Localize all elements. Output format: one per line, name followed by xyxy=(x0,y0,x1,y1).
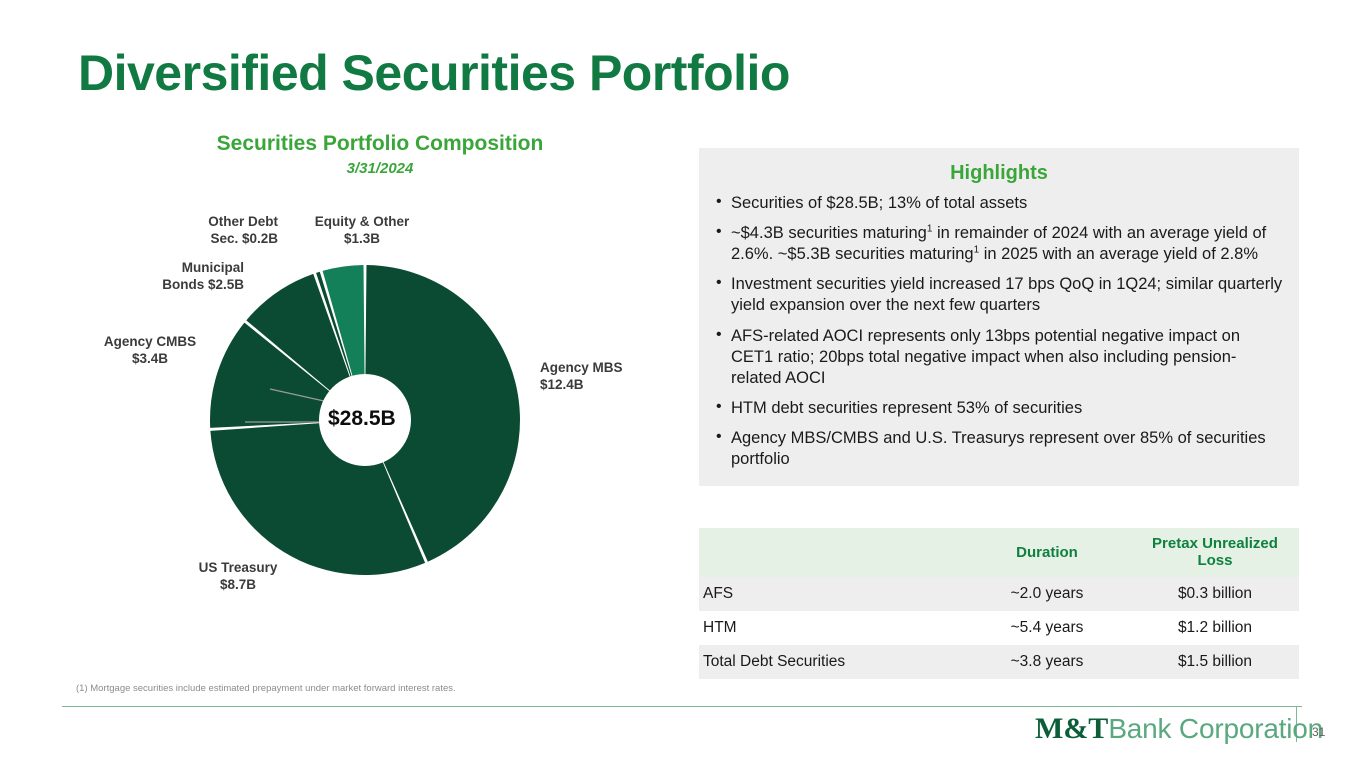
table-cell: ~3.8 years xyxy=(963,644,1131,679)
table-cell: AFS xyxy=(699,576,963,611)
highlight-bullet: AFS-related AOCI represents only 13bps p… xyxy=(713,325,1285,389)
table-cell: ~5.4 years xyxy=(963,610,1131,645)
callout-municipal-bonds: Municipal Bonds $2.5B xyxy=(162,260,244,292)
highlights-title: Highlights xyxy=(950,162,1048,184)
highlight-bullet: ~$4.3B securities maturing1 in remainder… xyxy=(713,222,1285,265)
callout-us-treasury: US Treasury $8.7B xyxy=(198,560,278,592)
highlight-bullet: Agency MBS/CMBS and U.S. Treasurys repre… xyxy=(713,427,1285,470)
table-row: Total Debt Securities ~3.8 years $1.5 bill… xyxy=(699,644,1299,679)
page-number: 31 xyxy=(1312,725,1326,739)
securities-composition-chart: Securities Portfolio Composition 3/31/20… xyxy=(70,132,670,652)
donut-chart: $28.5B Agency MBS $12.4B US Treasury $8.… xyxy=(70,132,690,652)
footer-vertical-divider xyxy=(1296,706,1297,742)
table-row: HTM ~5.4 years $1.2 billion xyxy=(699,610,1299,645)
highlight-bullet: HTM debt securities represent 53% of sec… xyxy=(713,397,1285,419)
table-body: AFS ~2.0 years $0.3 billion HTM ~5.4 years $1… xyxy=(699,576,1299,679)
table-header-row: Duration Pretax Unrealized Loss xyxy=(699,528,1299,577)
footnote: (1) Mortgage securities include estimate… xyxy=(76,683,456,694)
callout-agency-cmbs: Agency CMBS $3.4B xyxy=(103,334,197,366)
donut-center-value: $28.5B xyxy=(328,407,396,430)
table-header-duration: Duration xyxy=(963,528,1131,577)
table-cell: HTM xyxy=(699,610,963,645)
donut-svg xyxy=(209,265,520,576)
table-cell: $1.5 billion xyxy=(1131,644,1299,679)
mt-bank-logo: M&TBank Corporation xyxy=(1035,712,1323,746)
table-cell: ~2.0 years xyxy=(963,576,1131,611)
callout-equity-other: Equity & Other $1.3B xyxy=(314,214,410,246)
table-header-blank xyxy=(699,528,963,577)
table-cell: $1.2 billion xyxy=(1131,610,1299,645)
donut-hole xyxy=(319,374,411,466)
logo-mt-mark: M&T xyxy=(1035,712,1109,745)
table-cell: Total Debt Securities xyxy=(699,644,963,679)
pie-slice-municipal-bonds xyxy=(246,273,365,420)
highlight-bullet: Investment securities yield increased 17… xyxy=(713,273,1285,316)
page-title: Diversified Securities Portfolio xyxy=(78,45,790,101)
highlight-bullet: Securities of $28.5B; 13% of total asset… xyxy=(713,192,1285,214)
highlights-panel: Highlights Securities of $28.5B; 13% of … xyxy=(699,148,1299,487)
chart-title: Securities Portfolio Composition xyxy=(216,132,544,155)
footer-divider-rule xyxy=(62,706,1302,707)
table-cell: $0.3 billion xyxy=(1131,576,1299,611)
table-header-pretax-loss: Pretax Unrealized Loss xyxy=(1131,528,1299,577)
pie-slice-agency-mbs xyxy=(365,265,520,562)
callout-other-debt-sec: Other Debt Sec. $0.2B xyxy=(208,214,278,246)
duration-loss-table: Duration Pretax Unrealized Loss AFS ~2.0 … xyxy=(699,528,1299,679)
logo-wordmark: Bank Corporation xyxy=(1108,713,1324,744)
table-row: AFS ~2.0 years $0.3 billion xyxy=(699,576,1299,611)
callout-agency-mbs: Agency MBS $12.4B xyxy=(540,360,623,392)
highlights-bullet-list: Securities of $28.5B; 13% of total asset… xyxy=(713,192,1285,470)
chart-subtitle: 3/31/2024 xyxy=(346,160,414,177)
